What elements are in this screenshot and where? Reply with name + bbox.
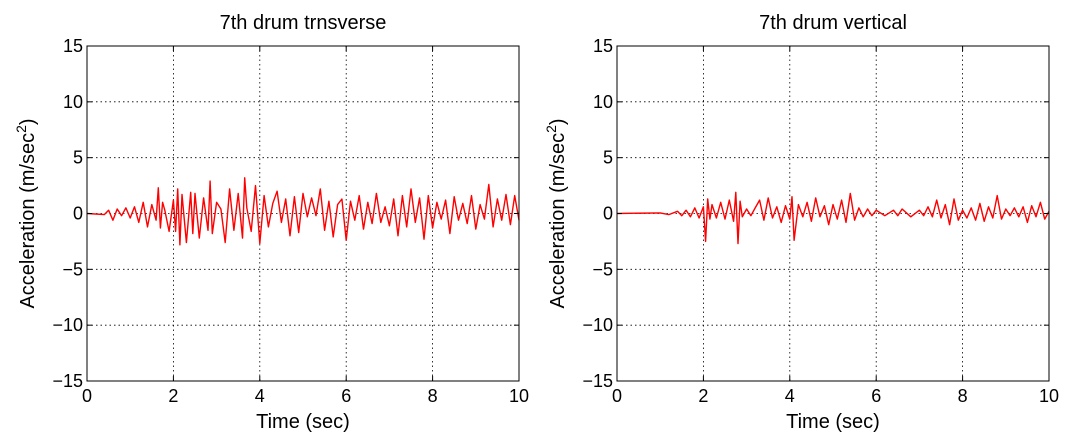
x-tick-label: 2 bbox=[168, 386, 178, 406]
chart-title: 7th drum vertical bbox=[759, 12, 907, 34]
x-tick-label: 2 bbox=[698, 386, 708, 406]
y-axis-label: Acceleration (m/sec2) bbox=[13, 118, 39, 308]
y-tick-label: 10 bbox=[63, 92, 83, 112]
x-tick-label: 4 bbox=[785, 386, 795, 406]
x-axis-label: Time (sec) bbox=[786, 411, 880, 433]
x-axis-label: Time (sec) bbox=[256, 411, 350, 433]
x-tick-label: 0 bbox=[612, 386, 622, 406]
y-tick-label: −5 bbox=[62, 259, 83, 279]
chart-title: 7th drum trnsverse bbox=[220, 12, 387, 34]
y-tick-label: 15 bbox=[63, 36, 83, 56]
y-tick-label: −5 bbox=[592, 259, 613, 279]
x-tick-label: 10 bbox=[1039, 386, 1059, 406]
y-tick-label: 5 bbox=[603, 148, 613, 168]
y-tick-label: 10 bbox=[593, 92, 613, 112]
x-tick-label: 8 bbox=[428, 386, 438, 406]
y-axis-label: Acceleration (m/sec2) bbox=[543, 118, 569, 308]
x-tick-label: 4 bbox=[255, 386, 265, 406]
chart-2: 0 2 4 6 8 10 −15 −10 −5 0 5 10 15 7th drum vertical Ti… bbox=[543, 12, 1059, 433]
y-tick-label: −15 bbox=[582, 371, 613, 391]
y-tick-label: 0 bbox=[603, 204, 613, 224]
y-tick-label: −10 bbox=[582, 315, 613, 335]
x-tick-label: 6 bbox=[871, 386, 881, 406]
y-tick-label: −15 bbox=[52, 371, 83, 391]
series-line bbox=[86, 177, 520, 246]
y-tick-label: 15 bbox=[593, 36, 613, 56]
x-tick-label: 8 bbox=[958, 386, 968, 406]
x-tick-label: 0 bbox=[82, 386, 92, 406]
series-line bbox=[616, 191, 1050, 245]
y-tick-label: 5 bbox=[73, 148, 83, 168]
y-tick-label: −10 bbox=[52, 315, 83, 335]
x-tick-label: 10 bbox=[509, 386, 529, 406]
chart-1: 0 2 4 6 8 10 −15 −10 −5 0 5 10 15 7th drum trnsverse T… bbox=[13, 12, 529, 433]
x-tick-label: 6 bbox=[341, 386, 351, 406]
y-tick-label: 0 bbox=[73, 204, 83, 224]
